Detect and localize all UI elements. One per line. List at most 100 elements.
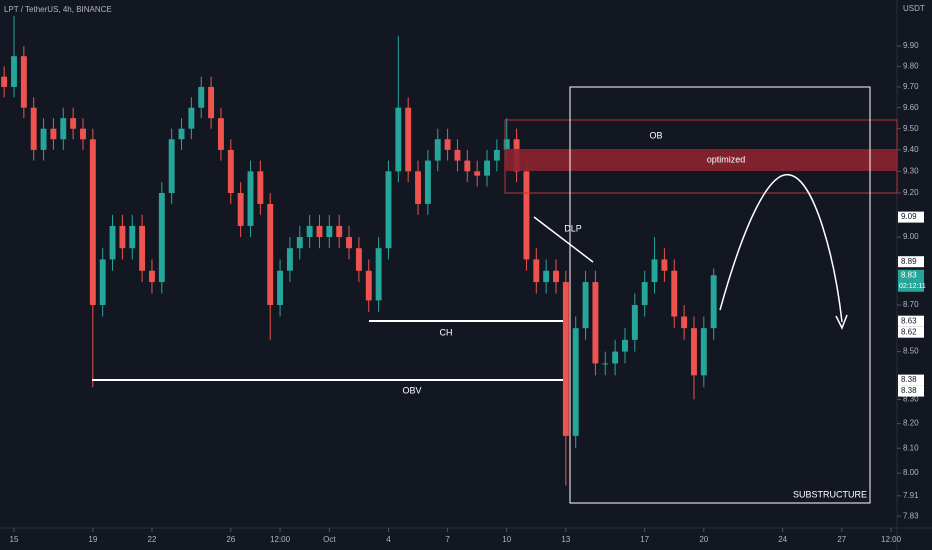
y-tick-label: 8.50 — [903, 347, 919, 356]
annotation: CH — [440, 327, 453, 337]
annotation: DLP — [564, 223, 582, 233]
candle-body — [562, 282, 569, 436]
candle-body — [188, 107, 195, 129]
candle-body — [168, 139, 175, 193]
y-tick-label: 9.20 — [903, 188, 919, 197]
y-axis-label: USDT — [903, 4, 925, 13]
optimized-zone — [505, 149, 897, 171]
price-badge — [898, 211, 924, 223]
candle-body — [553, 270, 559, 283]
candle-body — [671, 270, 678, 317]
candle-body — [582, 282, 589, 329]
candle-body — [474, 171, 481, 176]
x-tick-label: 22 — [148, 535, 157, 544]
candle-body — [149, 270, 155, 283]
candle-body — [395, 107, 402, 172]
arrow-head — [835, 314, 848, 330]
x-tick-label: 27 — [837, 535, 846, 544]
y-tick-label: 7.91 — [903, 491, 919, 500]
annotation: optimized — [707, 154, 746, 164]
candle-body — [681, 316, 688, 329]
x-tick-label: 7 — [445, 535, 450, 544]
candle-body — [493, 149, 500, 161]
price-badge-label: 8.63 — [901, 316, 917, 325]
x-tick-label: 20 — [699, 535, 708, 544]
x-tick-label: Oct — [323, 535, 336, 544]
candle-body — [424, 160, 431, 204]
y-tick-label: 9.50 — [903, 124, 919, 133]
price-badge — [898, 269, 924, 292]
price-badge-label: 8.83 — [901, 270, 917, 279]
annotation: OB — [649, 130, 662, 140]
price-badge-label: 8.62 — [901, 327, 917, 336]
candle-body — [306, 225, 313, 238]
candle-body — [336, 225, 343, 238]
projection-arrow — [719, 174, 843, 323]
price-badge-label: 8.89 — [901, 257, 917, 266]
candle-body — [503, 139, 510, 150]
y-tick-label: 7.83 — [903, 511, 919, 520]
candle-body — [434, 139, 441, 161]
candle-body — [178, 128, 185, 140]
candle-body — [227, 149, 234, 193]
x-tick-label: 24 — [778, 535, 787, 544]
candle-body — [661, 259, 668, 271]
candles — [1, 15, 717, 486]
candle-body — [464, 160, 471, 172]
annotation: SUBSTRUCTURE — [793, 489, 867, 499]
price-badge — [898, 385, 924, 397]
y-tick-label: 8.10 — [903, 443, 919, 452]
candle-body — [602, 363, 609, 365]
candle-body — [592, 282, 599, 364]
y-tick-label: 9.40 — [903, 145, 919, 154]
chart-title: LPT / TetherUS, 4h, BINANCE — [4, 5, 112, 14]
price-badge — [898, 315, 924, 327]
candle-body — [316, 225, 323, 238]
candle-body — [326, 225, 333, 238]
candle-body — [80, 128, 86, 140]
candle-body — [20, 56, 27, 108]
candle-body — [99, 259, 106, 305]
price-badge-label: 8.38 — [901, 375, 917, 384]
candle-body — [631, 304, 638, 340]
x-tick-label: 12:00 — [881, 535, 902, 544]
candle-body — [651, 259, 658, 283]
y-tick-label: 9.30 — [903, 166, 919, 175]
price-badge — [898, 326, 924, 338]
candle-body — [405, 107, 412, 172]
candle-body — [217, 118, 224, 150]
candle-body — [415, 171, 421, 204]
y-tick-label: 9.70 — [903, 82, 919, 91]
x-tick-label: 15 — [10, 535, 19, 544]
dlp-line — [533, 216, 594, 263]
candle-body — [533, 259, 540, 283]
candle-body — [454, 149, 461, 161]
candle-body — [158, 192, 165, 283]
candle-body — [444, 139, 451, 150]
candle-body — [572, 328, 579, 436]
candle-body — [691, 328, 697, 376]
candle-body — [109, 225, 116, 260]
y-tick-label: 8.00 — [903, 468, 919, 477]
candle-body — [622, 339, 628, 352]
candle-body — [119, 225, 126, 249]
candle-body — [612, 351, 619, 364]
x-tick-label: 4 — [386, 535, 391, 544]
price-badge-label: 9.09 — [901, 212, 917, 221]
candle-body — [710, 275, 717, 329]
candle-body — [60, 118, 67, 140]
y-tick-label: 9.80 — [903, 61, 919, 70]
price-badge — [898, 256, 924, 268]
x-tick-label: 13 — [561, 535, 570, 544]
candle-body — [484, 160, 490, 176]
candle-body — [40, 128, 47, 150]
annotation: OBV — [402, 385, 421, 395]
candle-body — [267, 203, 274, 305]
x-tick-label: 26 — [226, 535, 235, 544]
candle-body — [385, 171, 392, 249]
substructure-box — [569, 86, 871, 504]
candle-body — [208, 86, 215, 119]
x-tick-label: 19 — [88, 535, 97, 544]
y-tick-label: 8.70 — [903, 300, 919, 309]
